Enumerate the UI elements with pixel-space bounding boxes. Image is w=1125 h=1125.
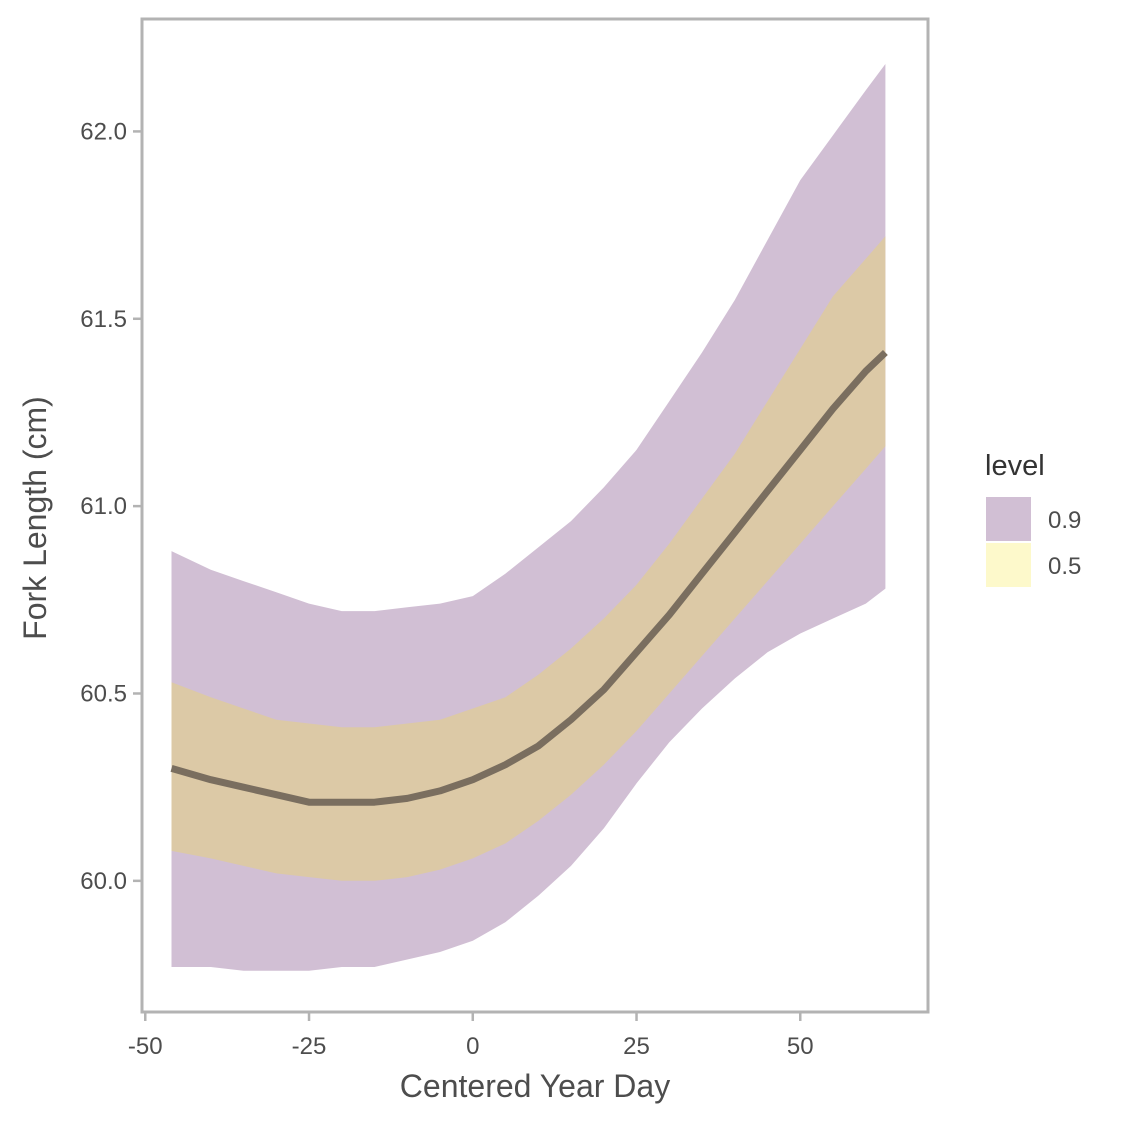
y-tick-label: 62.0 — [80, 118, 127, 145]
legend-label: 0.9 — [1048, 507, 1081, 534]
bands-layer — [171, 64, 886, 971]
y-tick-label: 61.0 — [80, 493, 127, 520]
legend-label: 0.5 — [1048, 553, 1081, 580]
x-tick-label: -50 — [128, 1033, 163, 1060]
legend-swatch-0-9 — [986, 497, 1031, 541]
x-axis: -50 -25 0 25 50 — [128, 1013, 814, 1060]
y-tick-label: 61.5 — [80, 306, 127, 333]
y-tick-label: 60.5 — [80, 680, 127, 707]
legend-title: level — [985, 450, 1045, 482]
lines-layer — [170, 349, 888, 806]
x-tick-label: 0 — [466, 1033, 479, 1060]
x-axis-title: Centered Year Day — [400, 1068, 670, 1104]
y-axis: 60.0 60.5 61.0 61.5 62.0 — [80, 118, 141, 895]
y-axis-title: Fork Length (cm) — [17, 396, 53, 640]
x-tick-label: -25 — [292, 1033, 327, 1060]
x-tick-label: 50 — [787, 1033, 814, 1060]
y-tick-label: 60.0 — [80, 868, 127, 895]
median-line — [170, 349, 888, 806]
legend-swatch-0-5 — [986, 543, 1031, 587]
legend: level 0.9 0.5 — [985, 450, 1081, 587]
plot-panel-border — [140, 17, 930, 1014]
x-tick-label: 25 — [623, 1033, 650, 1060]
